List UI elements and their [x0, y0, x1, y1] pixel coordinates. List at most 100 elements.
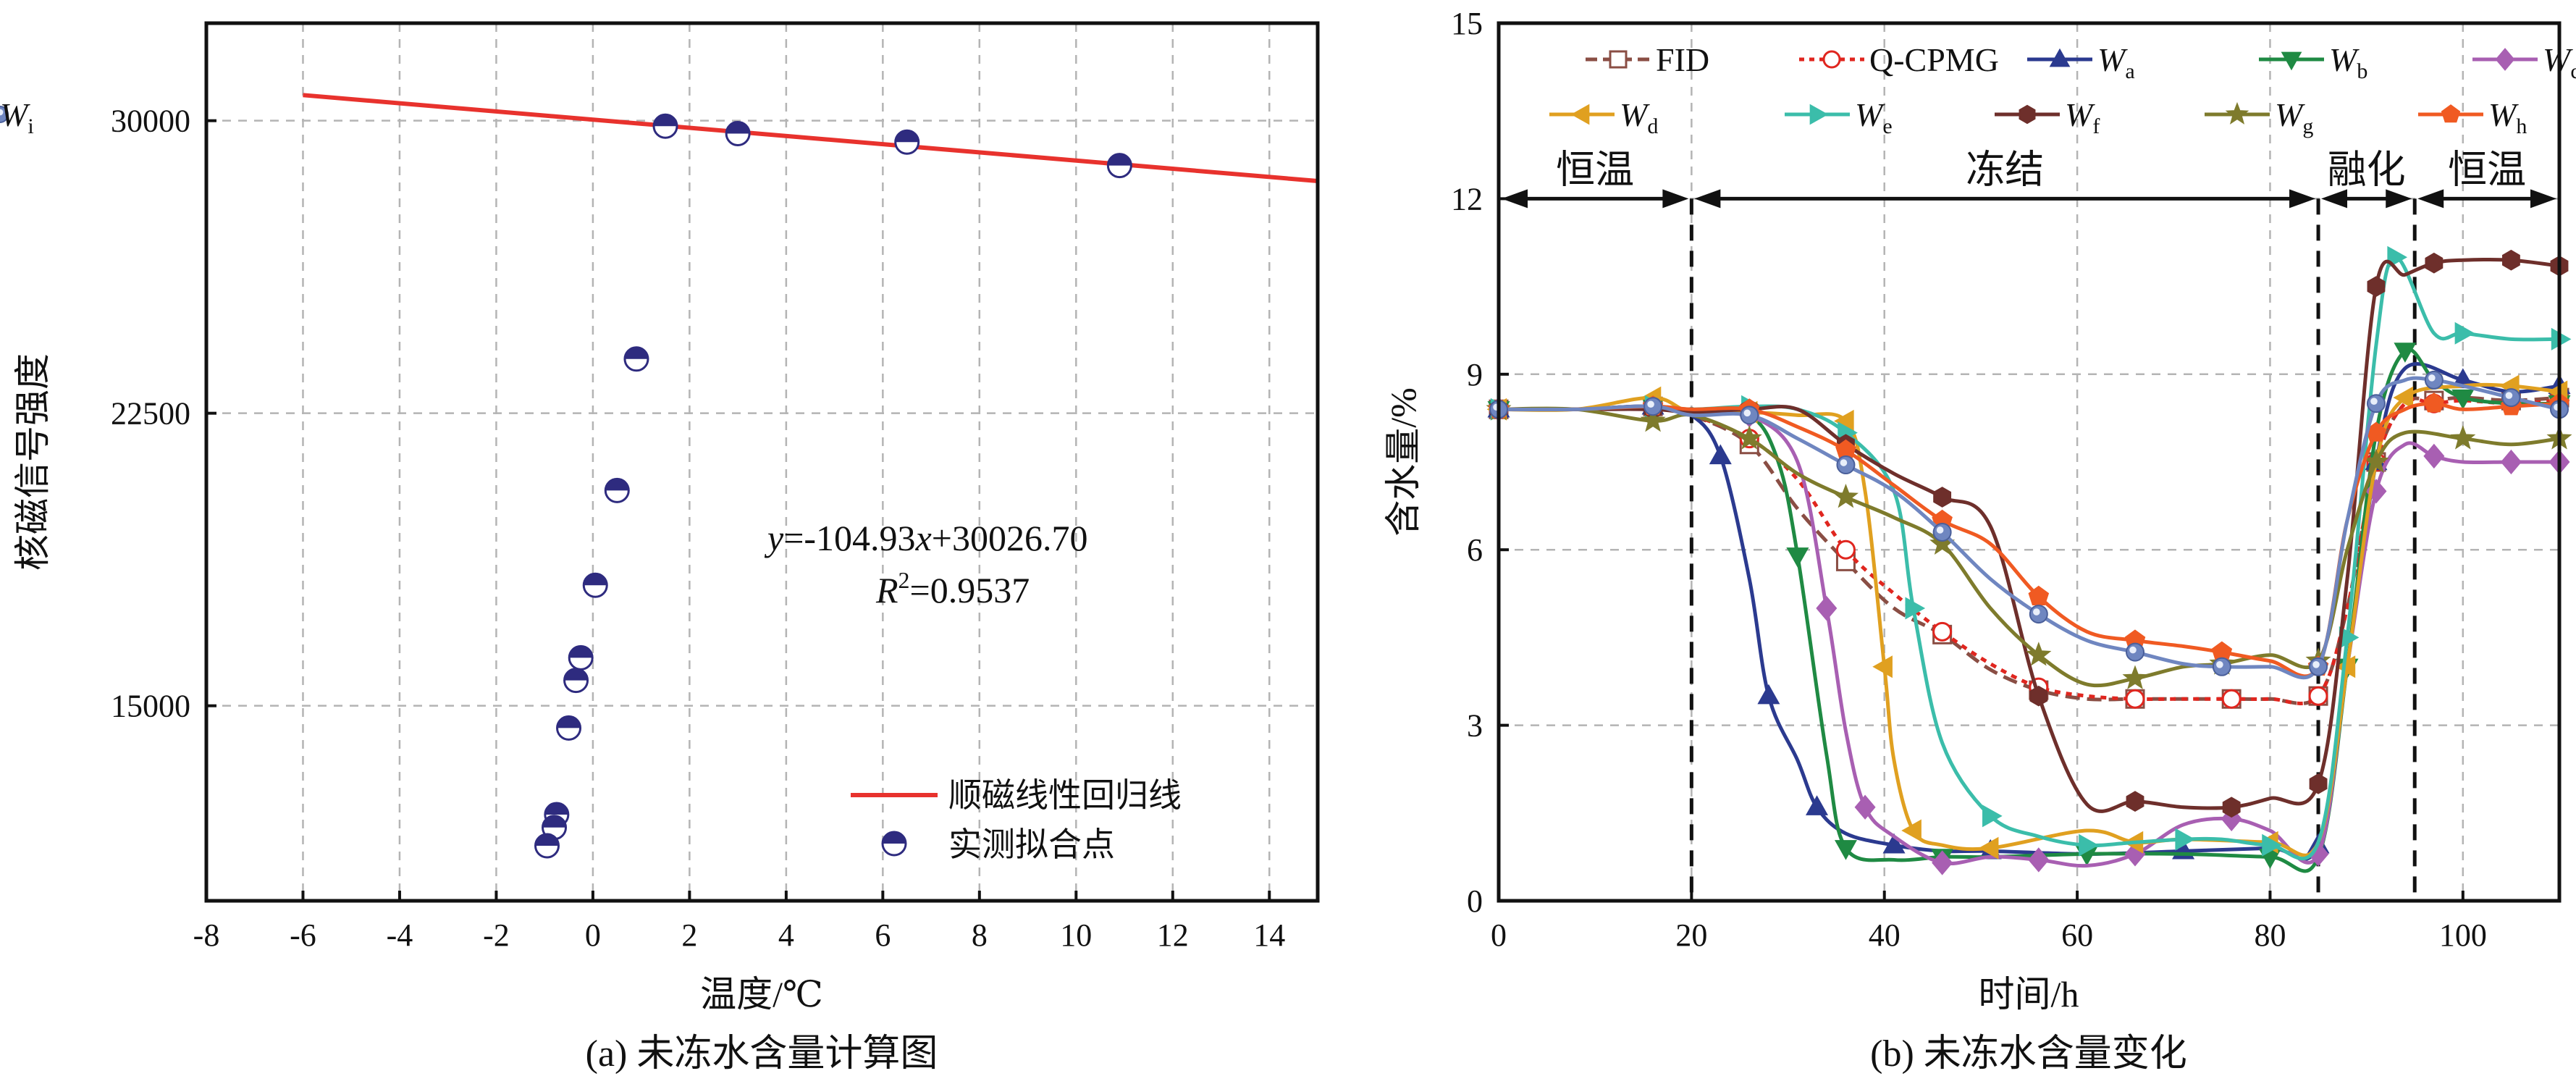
series-marker	[1736, 425, 1762, 450]
series-marker	[2451, 389, 2475, 410]
series-marker	[2423, 443, 2445, 469]
marker-triangle	[1872, 655, 1893, 678]
marker-highlight	[1840, 459, 1848, 466]
measured-point	[582, 572, 608, 598]
series-marker	[2175, 828, 2196, 851]
y-tick-label: 12	[1451, 181, 1483, 217]
series-marker	[1822, 50, 1841, 69]
x-tick-label: 0	[585, 917, 601, 953]
x-tick-label: -8	[193, 917, 220, 953]
series-marker	[2126, 791, 2144, 812]
series-marker	[1809, 104, 1829, 125]
phase-arrow-head-left	[1694, 189, 1721, 209]
point-fill	[564, 668, 588, 681]
marker-triangle	[1709, 444, 1732, 465]
marker-star	[2363, 448, 2389, 473]
series-marker	[1933, 487, 1952, 508]
series-marker	[2028, 585, 2050, 606]
panel-a-frame	[204, 21, 1320, 903]
legend-label: Wb	[2329, 41, 2367, 83]
marker-star	[2026, 642, 2052, 666]
marker-triangle	[1570, 104, 1590, 125]
marker-triangle	[1834, 840, 1857, 860]
measured-point	[894, 129, 920, 155]
panel-b-ticks: 0 20 40 60 80 100 0 3 6 9 12 15	[1451, 6, 2487, 953]
x-tick-label: -4	[387, 917, 413, 953]
series-marker	[1786, 547, 1809, 568]
marker-triangle	[2281, 51, 2302, 71]
marker-circle	[1835, 539, 1856, 560]
point-fill	[605, 479, 629, 491]
phase-label: 恒温	[2448, 148, 2526, 191]
marker-star	[2122, 665, 2148, 689]
panel-b-marks	[1486, 245, 2572, 875]
marker-diamond	[2495, 48, 2515, 71]
phase-label: 冻结	[1966, 148, 2044, 191]
legend-label: FID	[1656, 41, 1709, 78]
series-marker	[0, 106, 9, 123]
series-marker	[1932, 522, 1952, 542]
marker-highlight	[1743, 409, 1751, 417]
panel-b-frame	[1497, 21, 2562, 903]
marker-diamond	[2028, 847, 2050, 873]
panel-b-caption: (b) 未冻水含量变化	[1870, 1033, 2187, 1075]
series-marker	[1740, 406, 1759, 425]
marker-highlight	[1936, 526, 1944, 534]
legend-item-Wd: Wd	[1549, 96, 1658, 138]
marker-hexagon	[2019, 104, 2036, 125]
regression-equation: y=-104.93x+30026.70	[764, 518, 1087, 558]
marker-circle	[2221, 689, 2242, 709]
point-fill	[584, 573, 607, 586]
series-marker	[2079, 833, 2099, 857]
measured-point	[556, 715, 582, 741]
series-marker	[2393, 386, 2414, 409]
marker-circle	[2125, 689, 2145, 709]
marker-triangle	[1978, 836, 1999, 860]
marker-hexagon	[2309, 773, 2328, 794]
series-marker	[2309, 657, 2328, 676]
series-marker	[2423, 392, 2445, 413]
phase-arrow-head-left	[2321, 189, 2348, 209]
marker-highlight	[2312, 661, 2320, 668]
x-tick-label: -6	[290, 917, 316, 953]
measured-point	[568, 644, 594, 671]
marker-triangle	[2175, 828, 2196, 851]
x-tick-label: 20	[1675, 917, 1707, 953]
panel-b-legend: FID Q-CPMG Wa Wb Wc Wd We Wf Wg Wh Wi	[0, 41, 2576, 138]
y-tick-label: 15000	[111, 689, 190, 724]
phase-label: 恒温	[1556, 148, 1634, 191]
x-tick-label: 6	[875, 917, 891, 953]
marker-highlight	[1647, 400, 1654, 408]
point-fill	[1108, 154, 1132, 166]
marker-pentagon	[2423, 392, 2445, 413]
series-marker	[1570, 104, 1590, 125]
point-fill	[895, 130, 919, 143]
series-marker	[2501, 249, 2520, 271]
marker-highlight	[2428, 374, 2436, 382]
panel-a-caption: (a) 未冻水含量计算图	[586, 1033, 938, 1075]
measured-point	[725, 120, 751, 146]
series-marker	[2425, 252, 2444, 274]
legend-label: Wg	[2275, 96, 2313, 138]
series-marker	[2029, 605, 2048, 624]
marker-hexagon	[2501, 249, 2520, 271]
series-marker	[2500, 449, 2522, 475]
marker-highlight	[2129, 646, 2137, 654]
legend-point-swatch	[881, 831, 907, 857]
marker-square	[1609, 50, 1628, 69]
panel-b-x-axis-label: 时间/h	[1979, 974, 2079, 1014]
legend-item-Wf: Wf	[1995, 96, 2100, 138]
series-marker	[2126, 642, 2144, 662]
marker-circle	[1822, 50, 1841, 69]
panel-a-marks	[303, 93, 1318, 859]
series-marker	[2450, 425, 2476, 450]
series-marker	[1757, 684, 1780, 705]
x-tick-label: 4	[778, 917, 794, 953]
phase-arrow-head-right	[1662, 189, 1689, 209]
marker-pentagon	[2441, 104, 2461, 123]
x-tick-label: 100	[2439, 917, 2487, 953]
panel-a: -8 -6 -4 -2 0 2 4 6 8 10 12 14 15000 22500 30000 y=-10…	[12, 21, 1320, 1075]
panel-a-legend: 顺磁线性回归线 实测拟合点	[851, 777, 1182, 863]
legend-item-Wc: Wc	[2472, 41, 2576, 83]
x-tick-label: 0	[1491, 917, 1507, 953]
